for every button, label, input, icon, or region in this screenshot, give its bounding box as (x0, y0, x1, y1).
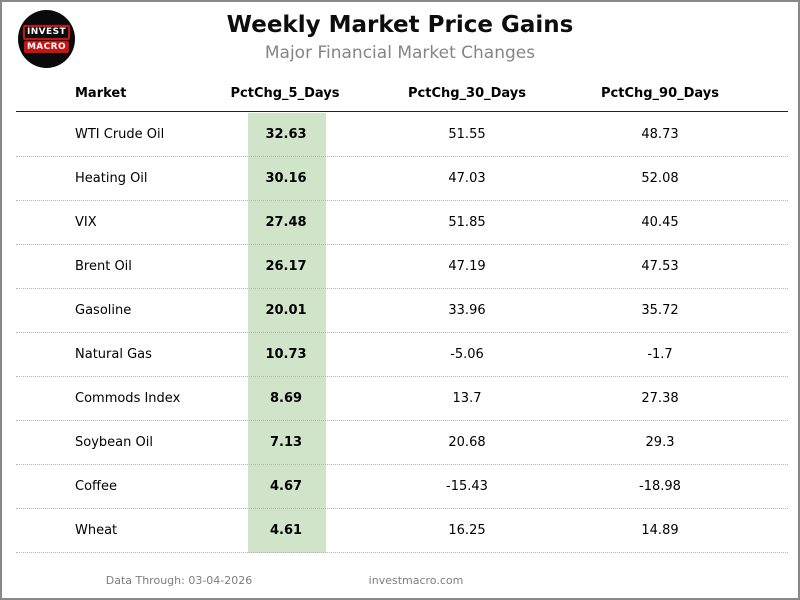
pctchg-5-days-value: 27.48 (265, 215, 307, 230)
market-name: Natural Gas (75, 347, 152, 362)
column-header-pctchg-5-days: PctChg_5_Days (230, 86, 340, 101)
market-name: Gasoline (75, 303, 132, 318)
logo-macro-text: MACRO (23, 41, 70, 53)
market-name: Brent Oil (75, 259, 132, 274)
pctchg-30-days-value: 51.55 (448, 127, 486, 142)
column-header-pctchg-30-days: PctChg_30_Days (407, 86, 527, 101)
table-body: WTI Crude Oil 32.63 51.55 48.73 Heating … (16, 113, 788, 553)
market-name: Heating Oil (75, 171, 148, 186)
column-header-pctchg-90-days: PctChg_90_Days (600, 86, 720, 101)
pctchg-90-days-value: 48.73 (641, 127, 679, 142)
table-row: Coffee 4.67 -15.43 -18.98 (16, 465, 788, 509)
market-name: Coffee (75, 479, 117, 494)
pctchg-30-days-value: 16.25 (448, 523, 486, 538)
table-row: Natural Gas 10.73 -5.06 -1.7 (16, 333, 788, 377)
pctchg-90-days-value: 35.72 (641, 303, 679, 318)
page-title: Weekly Market Price Gains (226, 12, 574, 38)
pctchg-5-days-value: 30.16 (265, 171, 307, 186)
table-row: Commods Index 8.69 13.7 27.38 (16, 377, 788, 421)
pctchg-30-days-value: 51.85 (448, 215, 486, 230)
table-row: Gasoline 20.01 33.96 35.72 (16, 289, 788, 333)
table-row: Soybean Oil 7.13 20.68 29.3 (16, 421, 788, 465)
pctchg-5-days-value: 4.67 (269, 479, 303, 494)
pctchg-90-days-value: 40.45 (641, 215, 679, 230)
pctchg-30-days-value: 33.96 (448, 303, 486, 318)
pctchg-5-days-value: 4.61 (269, 523, 303, 538)
table-row: Brent Oil 26.17 47.19 47.53 (16, 245, 788, 289)
table-row: VIX 27.48 51.85 40.45 (16, 201, 788, 245)
pctchg-90-days-value: -1.7 (647, 347, 673, 362)
market-name: Soybean Oil (75, 435, 153, 450)
pctchg-5-days-value: 7.13 (269, 435, 303, 450)
pctchg-90-days-value: 47.53 (641, 259, 679, 274)
pctchg-30-days-value: 47.19 (448, 259, 486, 274)
investmacro-logo: INVEST MACRO (18, 10, 75, 68)
pctchg-30-days-value: 47.03 (448, 171, 486, 186)
pctchg-30-days-value: -5.06 (450, 347, 484, 362)
pctchg-90-days-value: 14.89 (641, 523, 679, 538)
market-name: Commods Index (75, 391, 181, 406)
pctchg-90-days-value: 27.38 (641, 391, 679, 406)
data-through-note: Data Through: 03-04-2026 (105, 574, 253, 587)
pctchg-90-days-value: 29.3 (645, 435, 675, 450)
pctchg-5-days-value: 10.73 (265, 347, 307, 362)
pctchg-30-days-value: -15.43 (446, 479, 488, 494)
table-row: Heating Oil 30.16 47.03 52.08 (16, 157, 788, 201)
page-subtitle: Major Financial Market Changes (264, 43, 536, 63)
pctchg-5-days-value: 8.69 (269, 391, 303, 406)
pctchg-5-days-value: 20.01 (265, 303, 307, 318)
market-name: VIX (75, 215, 97, 230)
column-header-market: Market (75, 86, 127, 101)
market-name: Wheat (75, 523, 118, 538)
pctchg-5-days-value: 26.17 (265, 259, 307, 274)
pctchg-5-days-highlight-column (248, 113, 326, 553)
market-name: WTI Crude Oil (75, 127, 165, 142)
pctchg-30-days-value: 20.68 (448, 435, 486, 450)
table-header-row: Market PctChg_5_Days PctChg_30_Days PctC… (2, 86, 800, 104)
table-row: Wheat 4.61 16.25 14.89 (16, 509, 788, 553)
header-divider-line (16, 111, 788, 112)
pctchg-90-days-value: 52.08 (641, 171, 679, 186)
website-note: investmacro.com (368, 574, 464, 587)
logo-invest-text: INVEST (22, 25, 70, 40)
table-row: WTI Crude Oil 32.63 51.55 48.73 (16, 113, 788, 157)
pctchg-5-days-value: 32.63 (265, 127, 307, 142)
pctchg-30-days-value: 13.7 (452, 391, 482, 406)
pctchg-90-days-value: -18.98 (639, 479, 681, 494)
